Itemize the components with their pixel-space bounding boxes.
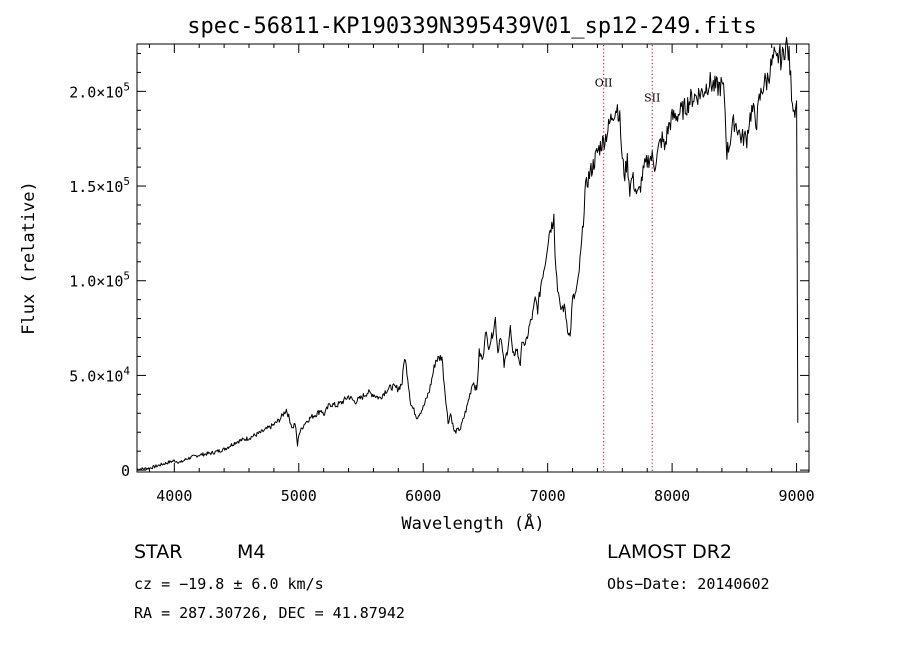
y-tick-label: 2.0×105 <box>69 80 130 101</box>
survey-name: LAMOST DR2 <box>607 541 732 563</box>
plot-frame <box>136 43 810 473</box>
y-tick-label: 1.0×105 <box>69 270 130 291</box>
x-axis: 4000 5000 6000 7000 8000 9000 <box>148 44 815 505</box>
marker-label-sii: SII <box>644 92 660 105</box>
emission-line-markers: OII SII <box>595 45 660 471</box>
x-tick-label: 8000 <box>654 487 690 505</box>
coordinates-info: RA = 287.30726, DEC = 41.87942 <box>134 604 405 622</box>
y-axis: 0 5.0×104 1.0×105 1.5×105 2.0×105 <box>69 52 809 480</box>
y-tick-label: 5.0×104 <box>69 364 130 385</box>
y-tick-label: 0 <box>121 462 130 480</box>
x-tick-label: 6000 <box>405 487 441 505</box>
spectral-subclass: M4 <box>237 541 266 563</box>
y-tick-label: 1.5×105 <box>69 175 130 196</box>
x-tick-label: 7000 <box>530 487 566 505</box>
x-tick-label: 4000 <box>156 487 192 505</box>
redshift-info: cz = −19.8 ± 6.0 km/s <box>134 575 324 593</box>
observation-date: Obs−Date: 20140602 <box>607 575 770 593</box>
spectrum-line <box>136 37 799 471</box>
y-axis-label: Flux (relative) <box>19 181 39 335</box>
object-class: STAR <box>134 541 183 563</box>
x-tick-label: 9000 <box>778 487 814 505</box>
series-layer <box>136 37 799 471</box>
marker-label-oii: OII <box>595 77 613 90</box>
x-axis-label: Wavelength (Å) <box>401 512 544 534</box>
chart-title: spec-56811-KP190339N395439V01_sp12-249.f… <box>187 14 757 39</box>
x-tick-label: 5000 <box>281 487 317 505</box>
